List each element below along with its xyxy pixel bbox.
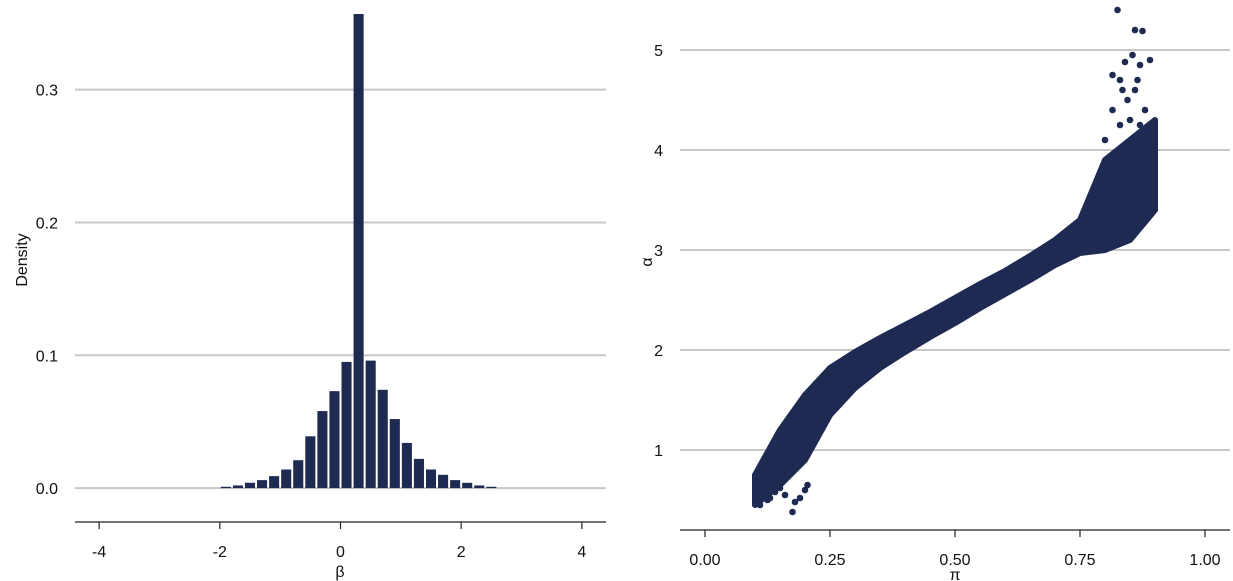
scatter-point [1126, 116, 1134, 124]
scatter-point [1111, 151, 1119, 159]
scatter-point [1119, 86, 1126, 94]
histogram-bar [389, 419, 400, 489]
scatter-x-tick-label: 0.50 [939, 552, 970, 569]
histogram-bar [377, 389, 388, 489]
histogram-bar [486, 486, 497, 489]
histogram-y-axis-title: Density [14, 233, 31, 286]
scatter-point [754, 476, 761, 484]
histogram-bar [353, 13, 364, 489]
histogram-panel: 0.0 0.1 0.2 0.3 -4 -2 0 2 4 β Density [14, 13, 606, 581]
histogram-bar [413, 458, 424, 489]
scatter-point [1131, 86, 1139, 94]
histogram-bar [450, 480, 461, 489]
scatter-point [1101, 136, 1109, 144]
histogram-bar [305, 436, 316, 489]
scatter-x-tick-label: 1.00 [1189, 552, 1220, 569]
histogram-bar [293, 460, 304, 489]
scatter-point [1109, 71, 1116, 79]
histogram-x-tick-label: -2 [213, 544, 227, 561]
scatter-x-tick-label: 0.25 [814, 552, 845, 569]
histogram-bar [341, 361, 352, 489]
scatter-point [1129, 51, 1136, 59]
histogram-bar [474, 485, 485, 489]
histogram-bar [269, 476, 280, 489]
histogram-y-tick-label: 0.1 [36, 348, 58, 365]
scatter-y-tick-label: 5 [654, 43, 663, 60]
scatter-point [1141, 106, 1149, 114]
scatter-point [761, 486, 769, 494]
scatter-point [796, 494, 804, 502]
scatter-dense-band [752, 117, 1158, 508]
histogram-bar [438, 474, 449, 489]
scatter-y-tick-label: 4 [654, 143, 663, 160]
scatter-point [1136, 121, 1144, 129]
scatter-point [1109, 106, 1116, 114]
scatter-point [1131, 26, 1139, 34]
histogram-bar [365, 360, 376, 489]
histogram-x-tick-label: 4 [577, 544, 586, 561]
scatter-point [1139, 146, 1146, 154]
histogram-bar [220, 486, 231, 489]
histogram-bar [232, 485, 243, 489]
scatter-point [789, 508, 796, 516]
scatter-point [1116, 121, 1124, 129]
scatter-x-tick-label: 0.75 [1064, 552, 1095, 569]
histogram-x-tick-label: 0 [336, 544, 345, 561]
scatter-y-axis-title: α [639, 257, 656, 266]
histogram-y-tick-label: 0.3 [36, 83, 58, 100]
scatter-point [1124, 96, 1131, 104]
scatter-point [1114, 6, 1121, 14]
scatter-point [1146, 126, 1154, 134]
scatter-point [801, 486, 809, 494]
scatter-y-tick-label: 1 [654, 443, 663, 460]
histogram-bar [425, 469, 437, 489]
scatter-point [781, 491, 789, 499]
scatter-panel: 1 2 3 4 5 0.00 0.25 0.50 0.75 1.00 π α [639, 6, 1230, 581]
histogram-bar [281, 469, 292, 489]
scatter-points [754, 6, 1154, 516]
scatter-point [1121, 58, 1129, 66]
scatter-point [771, 488, 779, 496]
scatter-dense-band-shape [752, 117, 1158, 508]
scatter-axes: 1 2 3 4 5 0.00 0.25 0.50 0.75 1.00 [654, 43, 1230, 569]
scatter-point [1136, 61, 1144, 69]
scatter-x-tick-label: 0.00 [689, 552, 720, 569]
histogram-bar [317, 411, 328, 489]
histogram-y-tick-label: 0.2 [36, 215, 58, 232]
scatter-y-tick-label: 3 [654, 243, 663, 260]
histogram-bar [462, 482, 473, 489]
histogram-bar [329, 391, 340, 489]
scatter-point [804, 481, 811, 489]
histogram-bar [257, 480, 268, 489]
scatter-x-axis-title: π [949, 567, 960, 581]
histogram-x-axis-title: β [335, 564, 344, 581]
scatter-point [759, 491, 766, 499]
histogram-bar [401, 442, 412, 489]
scatter-point [764, 496, 771, 504]
histogram-axes: 0.0 0.1 0.2 0.3 -4 -2 0 2 4 [36, 83, 606, 561]
scatter-point [1134, 76, 1141, 84]
scatter-point [756, 501, 764, 509]
histogram-y-tick-label: 0.0 [36, 481, 58, 498]
scatter-point [1141, 166, 1149, 174]
histogram-bar [244, 482, 256, 489]
scatter-point [1146, 56, 1154, 64]
scatter-point [791, 498, 799, 506]
scatter-point [1129, 141, 1136, 149]
histogram-x-tick-label: 2 [457, 544, 466, 561]
scatter-point [1116, 76, 1124, 84]
scatter-point [776, 484, 784, 492]
histogram-gridlines [75, 88, 606, 490]
scatter-point [1139, 27, 1146, 35]
histogram-bars [220, 13, 497, 489]
scatter-y-tick-label: 2 [654, 343, 663, 360]
histogram-x-tick-label: -4 [92, 544, 106, 561]
